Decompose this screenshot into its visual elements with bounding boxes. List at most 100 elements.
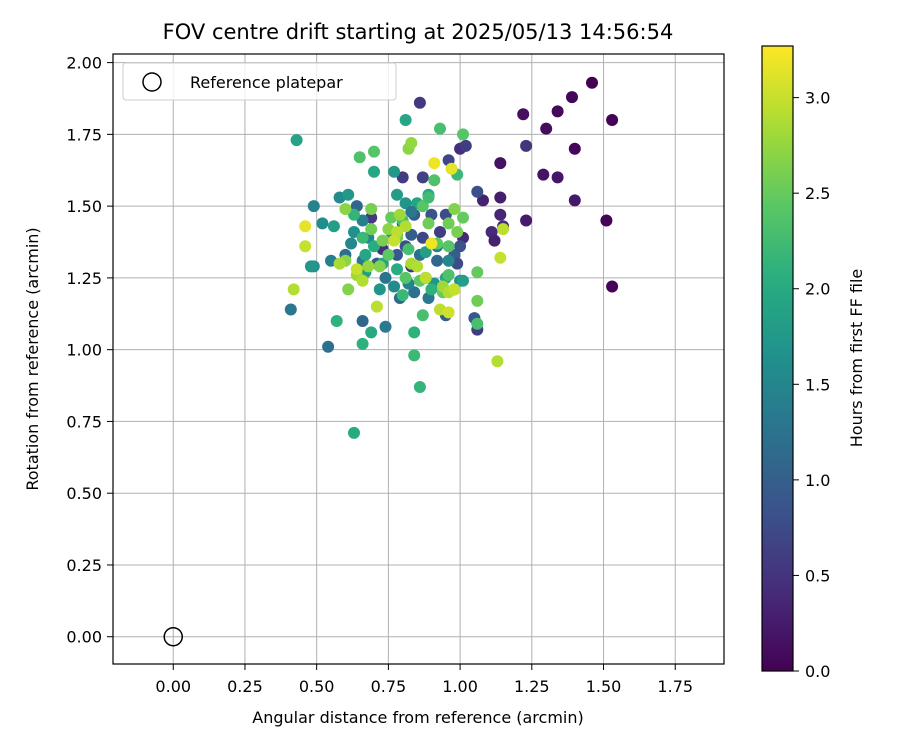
- scatter-point: [551, 171, 564, 184]
- scatter-point: [419, 271, 432, 284]
- y-axis-ticks: 0.00 0.25 0.50 0.75 1.00 1.25 1.50 1.75 2.00: [66, 54, 113, 647]
- legend-marker-icon: [142, 72, 162, 92]
- scatter-point: [359, 248, 372, 261]
- x-tick-label: 1.50: [586, 677, 622, 696]
- scatter-point: [434, 226, 446, 238]
- scatter-point: [425, 237, 438, 250]
- scatter-point: [362, 260, 375, 273]
- scatter-point: [517, 108, 530, 121]
- y-tick-label: 1.75: [66, 125, 102, 144]
- scatter-point: [431, 254, 444, 267]
- scatter-point: [396, 289, 409, 302]
- colorbar-tick-label: 1.5: [805, 375, 830, 394]
- x-tick-label: 0.75: [371, 677, 407, 696]
- legend-label-reference-platepar: Reference platepar: [190, 73, 343, 92]
- scatter-point: [408, 286, 421, 299]
- scatter-point: [434, 122, 446, 135]
- scatter-point: [316, 217, 329, 230]
- x-tick-label: 1.25: [514, 677, 550, 696]
- scatter-point: [373, 260, 386, 273]
- reference-platepar-point: [163, 626, 183, 647]
- scatter-point: [471, 266, 484, 279]
- colorbar-tick-label: 2.0: [805, 280, 830, 299]
- colorbar-label: Hours from first FF file: [847, 269, 866, 448]
- scatter-point: [382, 248, 395, 261]
- scatter-point: [388, 280, 401, 293]
- scatter-point: [299, 240, 312, 253]
- scatter-point: [422, 217, 435, 230]
- scatter-point: [413, 381, 426, 393]
- scatter-point: [376, 234, 389, 247]
- x-tick-label: 1.75: [657, 677, 693, 696]
- x-tick-label: 0.25: [227, 677, 263, 696]
- scatter-point: [290, 134, 303, 147]
- scatter-point: [333, 257, 346, 270]
- scatter-point: [448, 203, 461, 215]
- scatter-point: [399, 197, 412, 210]
- scatter-point: [304, 260, 317, 273]
- legend-box: [122, 62, 397, 101]
- scatter-point: [388, 165, 401, 178]
- scatter-point: [348, 208, 360, 221]
- scatter-point: [391, 263, 403, 276]
- scatter-point: [428, 157, 441, 170]
- scatter-point: [370, 300, 383, 313]
- scatter-point: [442, 240, 455, 253]
- scatter-point: [445, 162, 458, 175]
- y-tick-label: 1.25: [66, 269, 102, 288]
- scatter-point: [520, 139, 533, 152]
- scatter-point: [606, 114, 619, 126]
- scatter-point: [405, 205, 418, 218]
- scatter-point: [399, 220, 412, 233]
- scatter-point: [448, 283, 461, 296]
- scatter-point: [391, 248, 403, 261]
- scatter-point: [365, 223, 378, 236]
- scatter-point: [345, 237, 358, 250]
- scatter-point: [379, 320, 392, 333]
- colorbar-frame: [761, 45, 794, 672]
- x-tick-label: 1.00: [442, 677, 478, 696]
- y-tick-label: 0.00: [66, 628, 102, 647]
- scatter-point: [307, 200, 320, 213]
- scatter-point: [600, 214, 613, 227]
- scatter-point: [477, 194, 489, 207]
- scatter-point: [537, 168, 550, 181]
- scatter-point: [368, 145, 380, 158]
- scatter-point: [494, 157, 507, 170]
- scatter-point: [399, 114, 412, 126]
- scatter-point: [391, 188, 403, 201]
- scatter-point: [606, 280, 619, 293]
- colorbar-gradient: [762, 46, 793, 671]
- y-tick-label: 0.25: [66, 556, 102, 575]
- scatter-point: [428, 174, 441, 187]
- scatter-point: [402, 243, 415, 256]
- scatter-point: [365, 326, 378, 339]
- scatter-point: [356, 337, 369, 350]
- scatter-point: [408, 349, 421, 362]
- scatter-point: [568, 194, 581, 207]
- scatter-point: [494, 191, 507, 204]
- y-axis-label: Rotation from reference (arcmin): [23, 227, 42, 490]
- scatter-point: [494, 251, 507, 264]
- scatter-point: [451, 226, 464, 238]
- scatter-point: [399, 271, 412, 284]
- scatter-point: [299, 220, 312, 233]
- scatter-point: [459, 139, 472, 152]
- scatter-point: [416, 171, 429, 184]
- scatter-point: [405, 228, 418, 241]
- colorbar-tick-label: 0.5: [805, 566, 830, 585]
- scatter-point: [520, 214, 533, 227]
- scatter-point: [413, 96, 426, 109]
- x-axis-label: Angular distance from reference (arcmin): [252, 708, 583, 727]
- scatter-point: [442, 269, 455, 281]
- scatter-point: [287, 283, 300, 296]
- scatter-point: [416, 231, 429, 244]
- colorbar-tick-label: 1.0: [805, 471, 830, 490]
- scatter-point: [330, 315, 343, 327]
- scatter-point: [457, 128, 469, 141]
- scatter-point: [457, 211, 469, 224]
- scatter-point: [353, 151, 366, 164]
- x-tick-label: 0.00: [155, 677, 191, 696]
- scatter-point: [491, 355, 504, 368]
